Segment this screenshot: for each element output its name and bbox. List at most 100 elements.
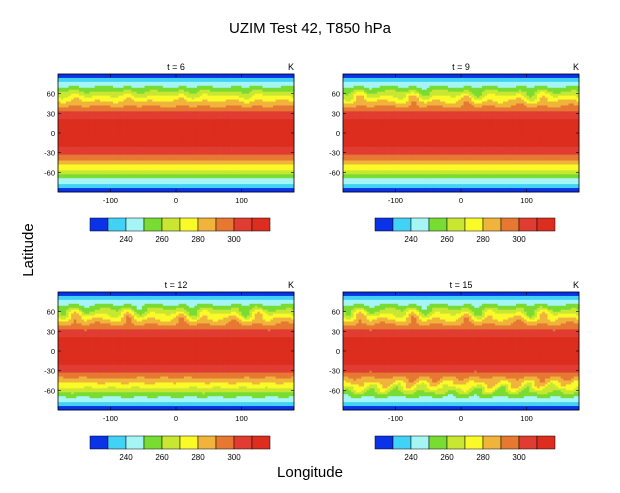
field-cell [113, 125, 117, 128]
field-cell [262, 158, 266, 161]
field-cell [97, 146, 101, 150]
field-cell [215, 113, 219, 116]
field-cell [144, 170, 148, 173]
field-cell [191, 168, 195, 171]
field-cell [94, 154, 98, 157]
field-cell [149, 81, 153, 85]
field-cell [288, 148, 292, 152]
field-cell [278, 117, 282, 120]
field-cell [110, 133, 114, 136]
field-cell [259, 117, 263, 120]
field-cell [120, 134, 124, 138]
field-cell [134, 107, 138, 110]
field-cell [270, 93, 274, 96]
field-cell [81, 85, 85, 89]
field-cell [92, 121, 96, 124]
field-cell [105, 150, 109, 154]
field-cell [99, 91, 103, 95]
field-cell [68, 150, 72, 154]
field-cell [128, 158, 132, 161]
field-cell [165, 75, 169, 79]
field-cell [131, 168, 135, 171]
field-cell [63, 103, 67, 106]
field-cell [249, 74, 253, 77]
field-cell [262, 117, 266, 120]
field-cell [207, 146, 211, 150]
field-cell [270, 111, 274, 114]
field-cell [165, 129, 169, 132]
field-cell [225, 174, 229, 177]
field-cell [128, 182, 132, 185]
field-cell [81, 89, 85, 93]
field-cell [110, 93, 114, 96]
field-cell [181, 111, 185, 114]
field-cell [68, 115, 72, 118]
field-cell [291, 140, 295, 144]
field-cell [262, 174, 266, 177]
field-cell [194, 119, 198, 122]
field-cell [73, 89, 77, 93]
field-cell [275, 164, 279, 167]
field-cell [231, 140, 235, 144]
field-cell [233, 103, 237, 106]
field-cell [76, 115, 80, 118]
field-cell [120, 119, 124, 122]
field-cell [128, 160, 132, 163]
field-cell [155, 77, 158, 81]
field-cell [102, 101, 106, 104]
field-cell [71, 136, 75, 140]
field-cell [149, 164, 153, 167]
field-cell [157, 85, 161, 89]
field-cell [291, 119, 295, 122]
field-cell [126, 103, 130, 106]
field-cell [288, 83, 292, 87]
field-cell [155, 107, 158, 110]
field-cell [183, 158, 187, 161]
field-cell [152, 154, 156, 157]
field-cell [120, 87, 124, 91]
field-cell [118, 174, 122, 177]
field-cell [63, 180, 67, 183]
field-cell [249, 131, 253, 134]
field-cell [257, 136, 261, 140]
field-cell [147, 140, 151, 144]
field-cell [63, 170, 67, 173]
field-cell [249, 89, 253, 93]
field-cell [207, 133, 211, 136]
field-cell [280, 168, 284, 171]
field-cell [68, 97, 72, 100]
field-cell [191, 162, 195, 165]
field-cell [126, 95, 130, 98]
field-cell [202, 119, 206, 122]
field-cell [291, 117, 295, 120]
field-cell [204, 178, 208, 181]
field-cell [115, 105, 119, 108]
field-cell [107, 150, 111, 154]
field-cell [94, 77, 98, 81]
field-cell [191, 158, 195, 161]
field-cell [118, 160, 122, 163]
field-cell [105, 113, 109, 116]
field-cell [225, 75, 229, 79]
field-cell [155, 93, 158, 96]
field-cell [165, 174, 169, 177]
field-cell [63, 101, 67, 104]
field-cell [202, 176, 206, 179]
field-cell [102, 156, 106, 159]
field-cell [99, 148, 103, 152]
field-cell [157, 162, 161, 165]
field-cell [278, 105, 282, 108]
field-cell [273, 107, 276, 110]
field-cell [131, 154, 135, 157]
field-cell [265, 97, 269, 100]
field-cell [265, 176, 269, 179]
field-cell [139, 140, 143, 144]
field-cell [89, 138, 93, 142]
field-cell [63, 123, 67, 126]
field-cell [115, 168, 119, 171]
field-cell [270, 142, 274, 146]
field-cell [94, 144, 98, 148]
field-cell [207, 85, 211, 89]
field-cell [183, 172, 187, 175]
field-cell [102, 111, 106, 114]
